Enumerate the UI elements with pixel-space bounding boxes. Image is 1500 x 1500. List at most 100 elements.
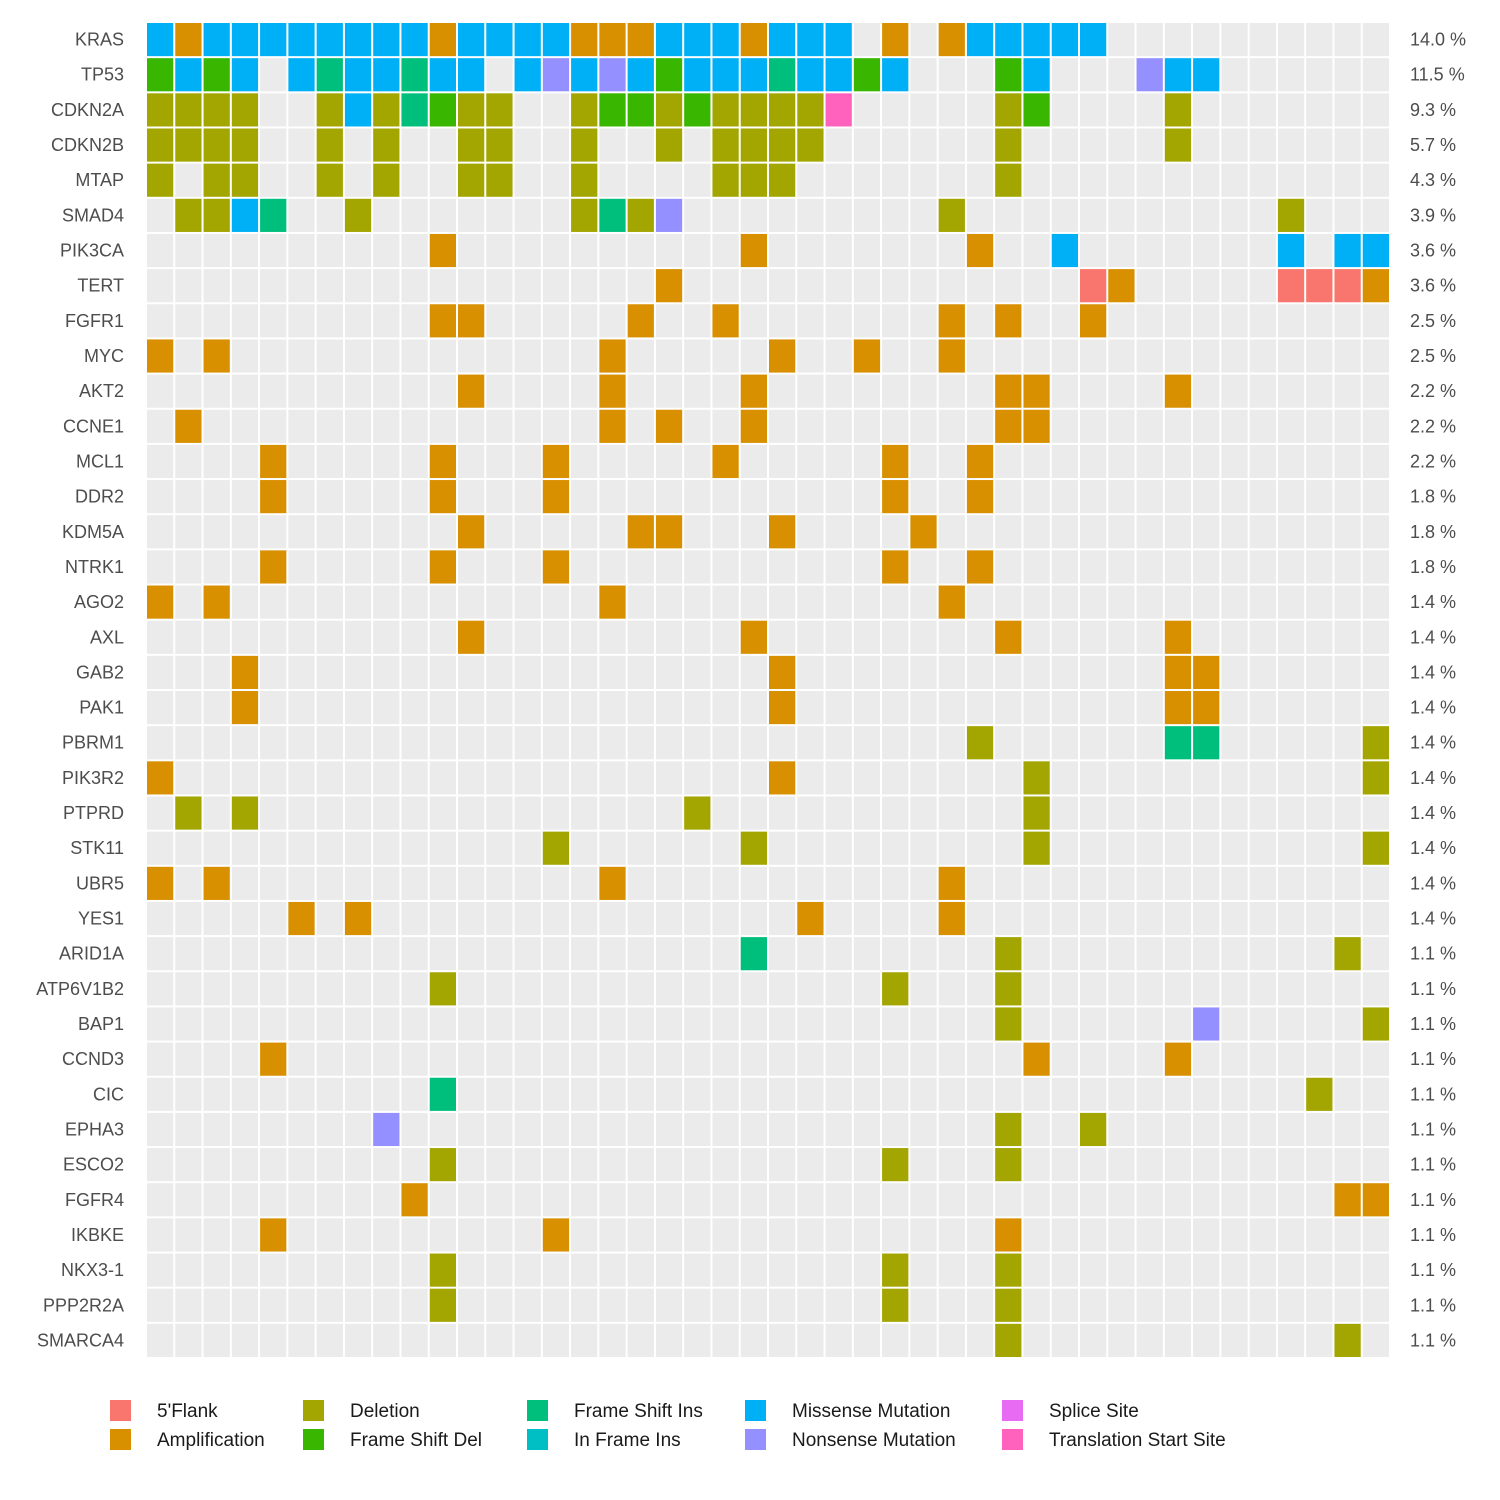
empty-cell [910, 444, 937, 479]
empty-cell [1249, 23, 1276, 57]
empty-cell [1193, 480, 1220, 514]
empty-cell [1277, 409, 1305, 443]
empty-cell [1136, 655, 1163, 689]
empty-cell [1249, 620, 1276, 654]
empty-cell [1108, 58, 1135, 92]
mutation-cell [655, 515, 683, 549]
mutation-cell [373, 1112, 400, 1147]
empty-cell [966, 761, 994, 795]
empty-cell [1080, 444, 1107, 479]
empty-cell [147, 550, 174, 584]
percentage-label: 1.4 % [1410, 662, 1456, 682]
empty-cell [627, 1007, 654, 1041]
empty-cell [627, 655, 654, 689]
empty-cell [401, 304, 428, 338]
empty-cell [1277, 1218, 1305, 1252]
empty-cell [712, 1007, 739, 1041]
empty-cell [1108, 1112, 1135, 1147]
empty-cell [401, 198, 428, 232]
empty-cell [458, 1007, 485, 1041]
empty-cell [288, 304, 315, 338]
empty-cell [995, 1183, 1022, 1217]
percentage-label: 9.3 % [1410, 100, 1456, 120]
empty-cell [910, 937, 937, 971]
empty-cell [1136, 866, 1163, 900]
empty-cell [486, 550, 513, 584]
empty-cell [995, 796, 1022, 830]
empty-cell [1362, 515, 1389, 549]
gene-label: KDM5A [62, 522, 124, 542]
empty-cell [910, 620, 937, 654]
mutation-cell [1362, 831, 1389, 865]
empty-cell [231, 374, 259, 408]
empty-cell [401, 1007, 428, 1041]
empty-cell [203, 972, 230, 1006]
empty-cell [288, 1042, 315, 1076]
empty-cell [684, 726, 711, 760]
empty-cell [486, 1077, 513, 1111]
empty-cell [1362, 796, 1389, 830]
empty-cell [938, 480, 965, 514]
empty-cell [1334, 339, 1361, 373]
mutation-cell [542, 23, 570, 57]
empty-cell [203, 1288, 230, 1322]
empty-cell [401, 691, 428, 725]
empty-cell [486, 339, 513, 373]
empty-cell [797, 655, 824, 689]
empty-cell [1249, 901, 1276, 936]
mutation-cell [599, 585, 626, 619]
empty-cell [797, 1148, 824, 1182]
empty-cell [344, 1183, 372, 1217]
empty-cell [740, 1323, 767, 1357]
gene-label: CIC [93, 1084, 124, 1104]
mutation-cell [429, 550, 456, 584]
empty-cell [514, 1112, 541, 1147]
empty-cell [458, 269, 485, 303]
empty-cell [203, 655, 230, 689]
empty-cell [599, 1148, 626, 1182]
empty-cell [1164, 550, 1192, 584]
empty-cell [401, 1253, 428, 1287]
empty-cell [825, 1007, 852, 1041]
empty-cell [344, 691, 372, 725]
mutation-cell [147, 93, 174, 127]
empty-cell [288, 374, 315, 408]
mutation-cell [966, 444, 994, 479]
empty-cell [853, 128, 881, 162]
mutation-cell [1362, 233, 1389, 268]
empty-cell [740, 515, 767, 549]
empty-cell [571, 866, 598, 900]
empty-cell [175, 269, 202, 303]
empty-cell [514, 1183, 541, 1217]
empty-cell [1193, 409, 1220, 443]
empty-cell [910, 480, 937, 514]
mutation-cell [429, 1077, 456, 1111]
empty-cell [712, 1288, 739, 1322]
empty-cell [1080, 480, 1107, 514]
empty-cell [401, 550, 428, 584]
empty-cell [401, 128, 428, 162]
empty-cell [373, 409, 400, 443]
empty-cell [231, 550, 259, 584]
mutation-cell [571, 198, 598, 232]
empty-cell [966, 937, 994, 971]
empty-cell [684, 866, 711, 900]
empty-cell [712, 339, 739, 373]
empty-cell [231, 304, 259, 338]
percentage-label: 1.4 % [1410, 592, 1456, 612]
empty-cell [1221, 480, 1248, 514]
empty-cell [429, 691, 456, 725]
empty-cell [429, 796, 456, 830]
empty-cell [373, 620, 400, 654]
empty-cell [1023, 1323, 1050, 1357]
gene-label: CCNE1 [63, 416, 124, 436]
legend-label: In Frame Ins [574, 1430, 681, 1451]
empty-cell [1051, 1112, 1078, 1147]
mutation-cell [769, 761, 796, 795]
percentage-label: 1.1 % [1410, 1119, 1456, 1139]
empty-cell [1362, 1077, 1389, 1111]
empty-cell [1136, 304, 1163, 338]
empty-cell [514, 620, 541, 654]
mutation-cell [147, 128, 174, 162]
percentage-label: 1.4 % [1410, 803, 1456, 823]
